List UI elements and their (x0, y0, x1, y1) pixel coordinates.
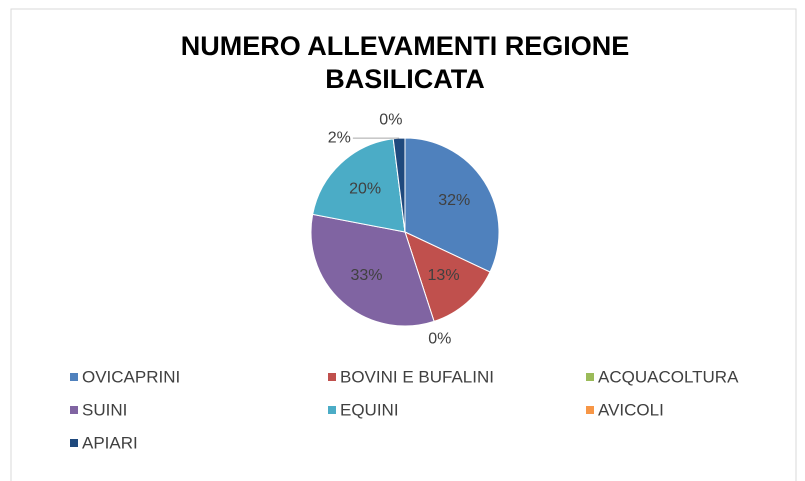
legend-label: APIARI (82, 433, 138, 452)
data-label: 20% (349, 181, 381, 198)
legend-swatch (70, 406, 78, 414)
data-label: 2% (328, 129, 351, 146)
pie-slice (404, 231, 491, 323)
legend-swatch (328, 373, 336, 381)
chart-title: NUMERO ALLEVAMENTI REGIONE BASILICATA (180, 31, 630, 94)
pie-slice (310, 213, 435, 327)
pie-slice (404, 137, 500, 273)
data-label: 0% (428, 330, 451, 347)
legend-label: SUINI (82, 400, 127, 419)
chart-border (10, 8, 797, 481)
legend-swatch (328, 406, 336, 414)
data-label: 33% (350, 267, 382, 284)
legend-label: EQUINI (340, 400, 399, 419)
legend-swatch (70, 439, 78, 447)
legend-swatch (70, 373, 78, 381)
legend-label: ACQUACOLTURA (598, 367, 739, 386)
pie-slice (392, 137, 406, 233)
legend-label: BOVINI E BUFALINI (340, 367, 494, 386)
pie-slice (312, 138, 406, 233)
legend-swatch (586, 373, 594, 381)
data-label: 0% (379, 111, 402, 128)
data-label: 13% (428, 267, 460, 284)
data-label: 32% (438, 192, 470, 209)
legend-label: AVICOLI (598, 400, 664, 419)
legend-swatch (586, 406, 594, 414)
legend-label: OVICAPRINI (82, 367, 180, 386)
